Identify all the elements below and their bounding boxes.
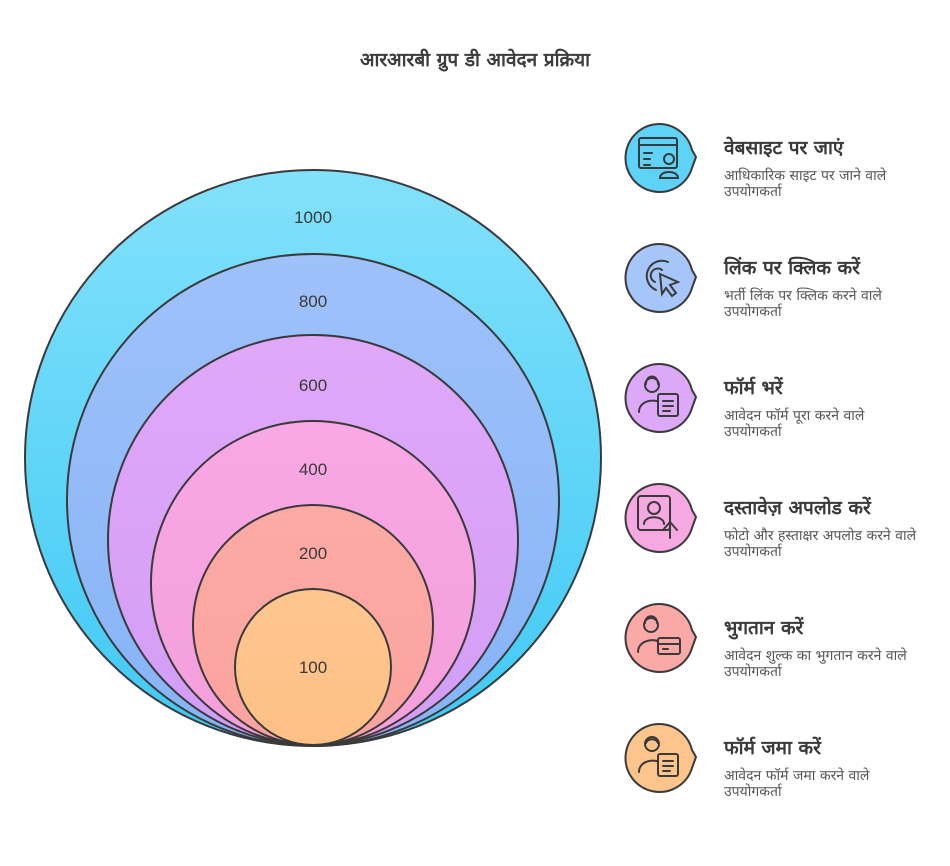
step-description: आवेदन फॉर्म जमा करने वाले उपयोगकर्ता (724, 768, 870, 800)
step-badge (624, 602, 698, 673)
step-visit-website: वेबसाइट पर जाएं आधिकारिक साइट पर जाने वा… (622, 120, 932, 200)
ring-label-600: 600 (299, 376, 327, 395)
step-make-payment: भुगतान करें आवेदन शुल्क का भुगतान करने व… (622, 600, 932, 680)
nested-circles-diagram: 1000 800 600 400 200 100 (24, 169, 602, 747)
ring-label-400: 400 (299, 460, 327, 479)
photo-upload-icon (637, 495, 678, 539)
ring-label-1000: 1000 (294, 208, 332, 227)
step-badge (624, 362, 698, 433)
step-title: भुगतान करें (724, 617, 804, 639)
ring-label-200: 200 (299, 544, 327, 563)
step-description: भर्ती लिंक पर क्लिक करने वाले उपयोगकर्ता (724, 288, 882, 320)
step-title: फॉर्म भरें (724, 377, 783, 399)
step-description: आधिकारिक साइट पर जाने वाले उपयोगकर्ता (724, 168, 887, 200)
step-submit-form: फॉर्म जमा करें आवेदन फॉर्म जमा करने वाले… (622, 720, 932, 800)
step-title: फॉर्म जमा करें (724, 737, 821, 759)
step-title: दस्तावेज़ अपलोड करें (724, 497, 871, 519)
step-description: फोटो और हस्ताक्षर अपलोड करने वाले उपयोगक… (724, 528, 917, 560)
step-click-link: लिंक पर क्लिक करें भर्ती लिंक पर क्लिक क… (622, 240, 932, 320)
diagram-title: आरआरबी ग्रुप डी आवेदन प्रक्रिया (359, 49, 591, 71)
step-fill-form: फॉर्म भरें आवेदन फॉर्म पूरा करने वाले उप… (622, 360, 932, 440)
step-badge (624, 122, 698, 193)
step-badge (624, 722, 698, 793)
ring-label-100: 100 (299, 658, 327, 677)
step-title: वेबसाइट पर जाएं (724, 137, 844, 159)
step-badge (624, 242, 698, 313)
ring-label-800: 800 (299, 292, 327, 311)
step-upload-documents: दस्तावेज़ अपलोड करें फोटो और हस्ताक्षर अ… (622, 480, 932, 560)
person-form-icon (638, 375, 679, 417)
step-title: लिंक पर क्लिक करें (724, 257, 860, 279)
step-description: आवेदन शुल्क का भुगतान करने वाले उपयोगकर्… (724, 648, 907, 680)
ring-100 (234, 588, 392, 746)
cursor-click-icon (645, 259, 681, 298)
payment-card-icon (637, 615, 681, 655)
submit-form-icon (638, 736, 679, 777)
website-user-icon (638, 137, 680, 179)
step-badge (624, 482, 698, 553)
step-description: आवेदन फॉर्म पूरा करने वाले उपयोगकर्ता (724, 408, 865, 440)
